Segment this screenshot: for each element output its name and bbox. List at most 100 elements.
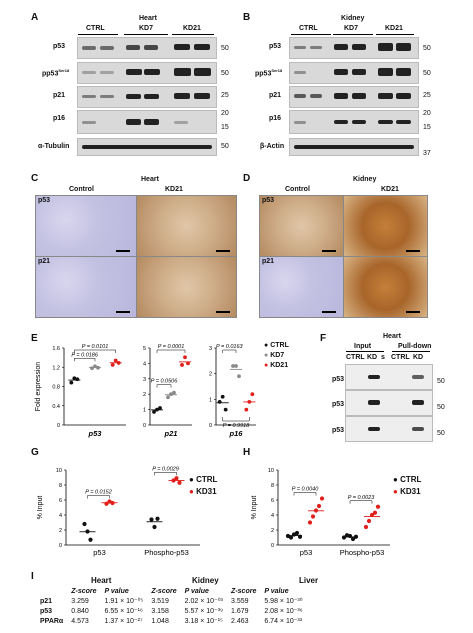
table-cell: 3.559 <box>231 597 249 605</box>
blot-row-label: p21 <box>269 92 282 99</box>
col-header: Z-score <box>231 588 257 595</box>
mw-marker: 25 <box>423 92 431 99</box>
micrograph <box>35 256 137 318</box>
tissue-header: Liver <box>299 576 319 585</box>
blot-strip-p21 <box>77 86 217 108</box>
y-tick-label: 0.4 <box>52 404 60 410</box>
zscore-grid: Z-score P value Z-score P value Z-score … <box>36 587 307 626</box>
lane-label: CTRL <box>346 354 365 361</box>
scale-bar <box>116 250 130 252</box>
data-point <box>291 532 297 537</box>
group-label: KD21 <box>385 25 403 32</box>
data-point <box>285 533 291 539</box>
group-label: KD21 <box>183 25 201 32</box>
data-point <box>186 361 190 366</box>
ihc-col-label: Control <box>69 186 94 193</box>
ihc-row-label: p53 <box>262 197 275 204</box>
y-tick-label: 0.8 <box>52 385 60 391</box>
y-tick-label: 0 <box>57 423 60 429</box>
data-point <box>319 496 325 501</box>
blot-strip-pp53 <box>77 62 217 84</box>
col-header: P value <box>184 588 209 595</box>
group-underline <box>392 351 430 352</box>
mw-marker: 20 <box>423 110 431 117</box>
y-tick-label: 8 <box>59 483 62 489</box>
y-axis-label: % Input <box>37 496 44 520</box>
y-tick-label: 4 <box>143 361 146 367</box>
y-tick-label: 10 <box>268 468 274 474</box>
data-point <box>353 534 359 539</box>
y-tick-label: 2 <box>143 392 146 398</box>
data-point <box>375 504 381 509</box>
data-point <box>169 392 173 397</box>
data-point <box>244 407 249 412</box>
group-label: KD7 <box>344 25 359 32</box>
data-point <box>183 355 187 360</box>
y-tick-label: 2 <box>209 372 212 378</box>
data-point <box>347 533 353 539</box>
data-point <box>247 400 252 404</box>
scale-bar <box>322 250 336 252</box>
y-tick-label: 6 <box>271 498 274 504</box>
group-underline <box>291 34 331 35</box>
blot-strip <box>345 390 433 416</box>
mw-marker: 50 <box>423 70 431 77</box>
data-point <box>180 363 184 367</box>
blot-row-label: p16 <box>269 115 282 122</box>
micrograph <box>259 256 344 318</box>
y-tick-label: 10 <box>56 468 62 474</box>
data-point <box>316 503 322 509</box>
data-point <box>75 377 80 382</box>
data-point <box>297 534 303 539</box>
table-cell: 4.573 <box>71 617 89 625</box>
mw-marker: 25 <box>221 92 229 99</box>
gene-label: p21 <box>40 597 53 605</box>
pvalue-label: P = 0.0186 <box>71 352 98 358</box>
blot-row-label: p53 <box>269 43 282 50</box>
legend-label-kd21: ● KD21 <box>264 362 289 369</box>
data-point <box>90 366 94 371</box>
legend-label-kd7: ● KD7 <box>264 352 285 359</box>
group-underline <box>124 34 168 35</box>
tissue-header: Kidney <box>192 576 219 585</box>
data-point <box>96 365 100 370</box>
panel-letter-f: F <box>320 333 327 344</box>
table-row: PPARα 4.573 1.37 × 10⁻²⁷ 1.048 3.18 × 10… <box>36 616 307 626</box>
legend-label-kd31: ● KD31 <box>189 487 217 496</box>
data-point <box>177 480 182 485</box>
blot-row-label: α-Tubulin <box>38 143 70 150</box>
blot-strip <box>345 364 433 390</box>
group-label: Pull-down <box>398 343 432 350</box>
data-point <box>104 501 109 506</box>
y-tick-label: 3 <box>209 346 212 352</box>
data-point <box>166 395 170 400</box>
data-point <box>110 500 115 506</box>
scale-bar <box>216 311 230 313</box>
table-cell: 5.57 × 10⁻³⁹ <box>184 608 224 615</box>
lane-label: CTRL <box>391 354 410 361</box>
x-tick-label: Phospho-p53 <box>144 548 189 557</box>
scale-bar <box>216 250 230 252</box>
data-point <box>69 380 74 385</box>
legend-label-ctrl: ● CTRL <box>393 475 422 484</box>
blot-strip-p53 <box>289 37 419 59</box>
gene-label: PPARα <box>40 617 64 625</box>
mw-marker: 50 <box>437 404 445 411</box>
group-underline <box>333 34 373 35</box>
data-point <box>220 394 225 399</box>
data-point <box>93 364 97 369</box>
blot-strip-p53 <box>77 37 217 59</box>
ihc-col-label: Control <box>285 186 310 193</box>
data-point <box>158 406 162 410</box>
table-cell: 6.55 × 10⁻¹⁶ <box>104 608 143 615</box>
blot-strip <box>345 416 433 442</box>
y-tick-label: 4 <box>59 513 62 519</box>
y-axis-label: Fold expression <box>35 362 42 412</box>
y-tick-label: 0 <box>59 543 62 549</box>
mw-marker: 15 <box>221 124 229 131</box>
y-tick-label: 0 <box>143 423 146 429</box>
data-point <box>172 390 176 395</box>
mw-marker: 15 <box>423 124 431 131</box>
mw-marker: 20 <box>221 110 229 117</box>
group-label: CTRL <box>86 25 105 32</box>
